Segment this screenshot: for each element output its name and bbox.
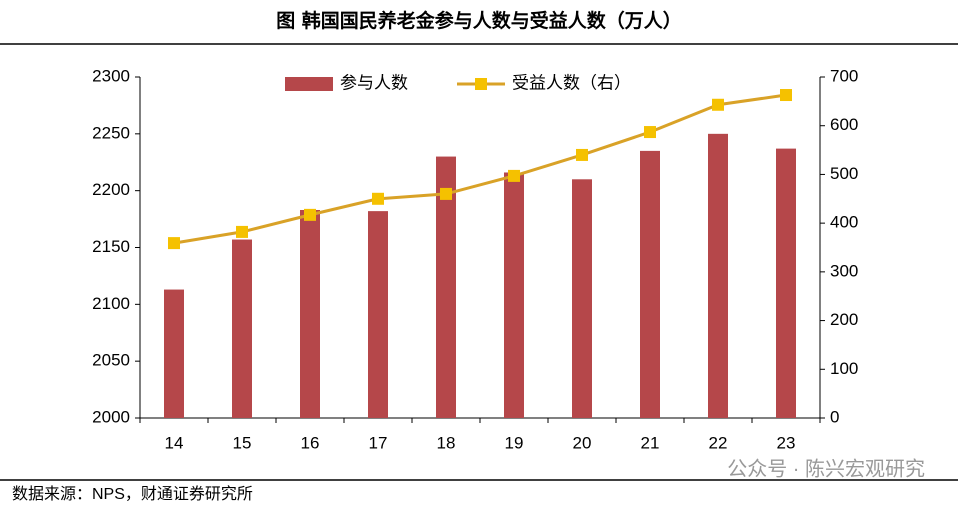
line [173, 93, 787, 245]
y-tick-label: 2300 [92, 66, 130, 85]
x-tick-label: 21 [641, 433, 660, 452]
x-tick-label: 17 [369, 433, 388, 452]
chart-title: 图 韩国国民养老金参与人数与受益人数（万人） [276, 9, 682, 32]
x-tick-label: 20 [573, 433, 592, 452]
marker [304, 208, 316, 221]
legend-swatch [285, 77, 333, 91]
bar [232, 239, 252, 418]
y-tick-label: 2250 [92, 123, 130, 142]
marker [508, 169, 520, 182]
y2-tick-label: 600 [830, 115, 858, 134]
x-tick-label: 22 [709, 433, 728, 452]
bar [504, 172, 524, 418]
y-tick-label: 2100 [92, 294, 130, 313]
y2-tick-label: 0 [830, 407, 839, 426]
marker [236, 225, 248, 238]
watermark: 公众号 · 陈兴宏观研究 [727, 457, 925, 480]
bar [368, 211, 388, 418]
bar [708, 133, 728, 419]
bar [300, 209, 320, 418]
bar [572, 179, 592, 418]
marker [440, 187, 452, 200]
y-tick-label: 2050 [92, 351, 130, 370]
bar [640, 150, 660, 418]
legend-label: 参与人数 [340, 73, 408, 92]
legend-label: 受益人数（右） [512, 73, 631, 92]
marker [780, 89, 792, 102]
bar [776, 148, 796, 419]
y2-tick-label: 200 [830, 310, 858, 329]
y2-tick-label: 400 [830, 213, 858, 232]
marker [576, 148, 588, 161]
source-note: 数据来源：NPS，财通证券研究所 [12, 485, 253, 503]
y-tick-label: 2150 [92, 237, 130, 256]
y2-tick-label: 700 [830, 66, 858, 85]
marker [644, 126, 656, 139]
y-tick-label: 2000 [92, 407, 130, 426]
legend-swatch [475, 78, 487, 90]
y2-tick-label: 500 [830, 164, 858, 183]
marker [372, 192, 384, 205]
y2-tick-label: 100 [830, 359, 858, 378]
bar [164, 289, 184, 418]
x-tick-label: 23 [777, 433, 796, 452]
y-tick-label: 2200 [92, 180, 130, 199]
marker [712, 98, 724, 111]
x-tick-label: 19 [505, 433, 524, 452]
y2-tick-label: 300 [830, 261, 858, 280]
x-tick-label: 14 [165, 433, 184, 452]
marker [168, 237, 180, 250]
x-tick-label: 15 [233, 433, 252, 452]
bar [436, 156, 456, 419]
x-tick-label: 16 [301, 433, 320, 452]
x-tick-label: 18 [437, 433, 456, 452]
